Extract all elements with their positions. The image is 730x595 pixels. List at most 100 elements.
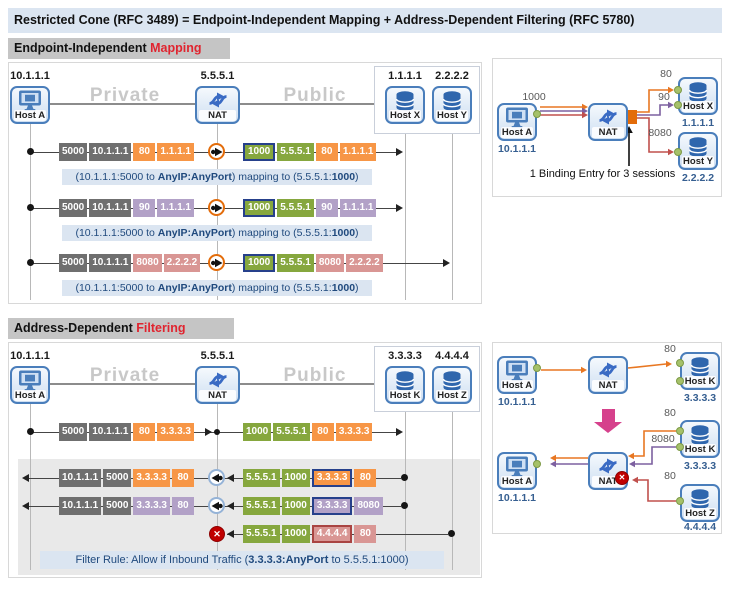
database-icon — [688, 81, 708, 103]
packet-cell-srcip-matched: 3.3.3.3 — [311, 469, 353, 487]
packet-before-nat-inbound: 5.5.5.1 1000 3.3.3.3 8080 — [243, 497, 383, 515]
nat-box: NAT — [195, 366, 240, 404]
packet-cell-dstip: 10.1.1.1 — [59, 497, 102, 515]
monitor-icon — [19, 90, 41, 111]
summary-bottom-hostz-box: Host Z — [680, 484, 720, 522]
arrow-right-glyph — [210, 258, 222, 267]
nat-swap-icon — [207, 91, 228, 109]
summary-bottom-hostk-box: Host K — [680, 420, 720, 458]
packet-after-nat: 1000 5.5.5.1 80 3.3.3.3 — [243, 423, 373, 441]
then-arrow-head — [594, 422, 622, 433]
packet-cell-srcport: 8080 — [354, 497, 383, 515]
arrow-right-icon — [396, 148, 403, 156]
database-icon — [690, 488, 710, 510]
packet-cell-dstip: 5.5.5.1 — [243, 497, 280, 515]
database-icon — [395, 90, 415, 112]
packet-cell-dstip: 1.1.1.1 — [157, 199, 194, 217]
packet-cell-srcip-unmatched: 4.4.4.4 — [311, 525, 353, 543]
summary-port-80-k: 80 — [664, 407, 676, 419]
summary-hostx-box: Host X — [678, 77, 718, 115]
host-label: Host K — [389, 390, 421, 401]
hosta-lifeline — [30, 124, 31, 300]
port-dot — [676, 427, 684, 435]
packet-cell-srcip-mapped: 5.5.5.1 — [277, 143, 314, 161]
flow-start-dot — [27, 428, 34, 435]
port-dot — [676, 497, 684, 505]
caption-text: ) — [355, 282, 359, 294]
nat-translate-icon — [208, 143, 225, 160]
host-label: Host A — [501, 380, 533, 391]
private-link-line — [50, 103, 195, 105]
caption-text: ) — [355, 171, 359, 183]
mapping-caption-3: (10.1.1.1:5000 to AnyIP:AnyPort) mapping… — [62, 280, 372, 296]
caption-bold: AnyIP:AnyPort — [157, 227, 232, 239]
summary-hosta-box: Host A — [497, 103, 537, 141]
caption-text: (10.1.1.1:5000 to — [75, 171, 158, 183]
packet-before-nat: 5000 10.1.1.1 90 1.1.1.1 — [59, 199, 194, 217]
hosty-lifeline — [452, 134, 453, 300]
filtering-section-header: Address-Dependent Filtering — [8, 318, 234, 339]
host-label: Host A — [14, 390, 46, 401]
packet-cell-srcip-mapped: 5.5.5.1 — [277, 199, 314, 217]
port-dot — [533, 110, 541, 118]
port-dot — [676, 377, 684, 385]
packet-cell-dstip: 1.1.1.1 — [339, 143, 377, 161]
packet-before-nat: 5000 10.1.1.1 80 1.1.1.1 — [59, 143, 194, 161]
packet-cell-dstport: 80 — [133, 423, 156, 441]
nat-box: NAT — [195, 86, 240, 124]
title-text: Restricted Cone (RFC 3489) = Endpoint-In… — [14, 13, 635, 27]
monitor-icon — [506, 360, 528, 381]
mapping-header-red: Mapping — [150, 41, 202, 55]
arrow-right-glyph — [210, 203, 222, 212]
packet-cell-srcport-mapped: 1000 — [243, 254, 276, 272]
database-icon — [690, 424, 710, 446]
summary-port-90: 90 — [658, 91, 670, 103]
summary-bottom-hosta-ip: 10.1.1.1 — [498, 492, 536, 504]
packet-cell-srcport: 80 — [354, 525, 377, 543]
hostk-lifeline — [405, 412, 406, 570]
caption-text: Filter Rule: Allow if Inbound Traffic ( — [75, 554, 249, 566]
summary-hostx-ip: 1.1.1.1 — [681, 117, 715, 129]
port-dot — [533, 364, 541, 372]
blocked-icon: ✕ — [209, 526, 225, 542]
hosta-box: Host A — [10, 366, 50, 404]
title-banner: Restricted Cone (RFC 3489) = Endpoint-In… — [8, 8, 722, 33]
nat-pass-icon — [208, 497, 225, 514]
hosty-box: Host Y — [432, 86, 472, 124]
packet-cell-srcport: 5000 — [59, 254, 88, 272]
summary-top-nat-box: NAT — [588, 356, 628, 394]
arrow-left-icon — [227, 530, 234, 538]
packet-cell-srcport-mapped: 1000 — [243, 143, 276, 161]
summary-hosty-ip: 2.2.2.2 — [681, 172, 715, 184]
packet-cell-dstport: 8080 — [133, 254, 162, 272]
nat-label: NAT — [199, 110, 236, 121]
hosta-ip: 10.1.1.1 — [10, 350, 50, 362]
hostx-box: Host X — [385, 86, 425, 124]
packet-cell-srcip: 3.3.3.3 — [133, 469, 170, 487]
summary-port-80-z: 80 — [664, 470, 676, 482]
summary-bottom-hosta-box: Host A — [497, 452, 537, 490]
packet-before-nat-inbound: 5.5.5.1 1000 4.4.4.4 80 — [243, 525, 377, 543]
packet-cell-srcip: 10.1.1.1 — [89, 143, 132, 161]
hosta-ip: 10.1.1.1 — [10, 70, 50, 82]
caption-bold: 3.3.3.3:AnyPort — [248, 554, 329, 566]
public-link-line — [240, 383, 374, 385]
packet-cell-srcip: 10.1.1.1 — [89, 199, 132, 217]
port-dot — [674, 86, 682, 94]
flow-end-dot — [401, 502, 408, 509]
packet-cell-srcip: 3.3.3.3 — [133, 497, 170, 515]
nat-ip: 5.5.5.1 — [200, 350, 235, 362]
packet-cell-dstport: 5000 — [103, 469, 132, 487]
public-zone-label: Public — [283, 365, 347, 386]
nat-label: NAT — [592, 476, 624, 487]
host-label: Host Y — [682, 156, 714, 167]
packet-cell-srcport: 5000 — [59, 143, 88, 161]
arrow-left-icon — [22, 502, 29, 510]
hostz-box: Host Z — [432, 366, 472, 404]
packet-cell-dstip: 2.2.2.2 — [163, 254, 201, 272]
summary-port-8080-k: 8080 — [651, 433, 675, 445]
private-zone-label: Private — [89, 85, 161, 106]
caption-bold: 1000 — [331, 227, 356, 239]
mapping-caption-1: (10.1.1.1:5000 to AnyIP:AnyPort) mapping… — [62, 169, 372, 185]
